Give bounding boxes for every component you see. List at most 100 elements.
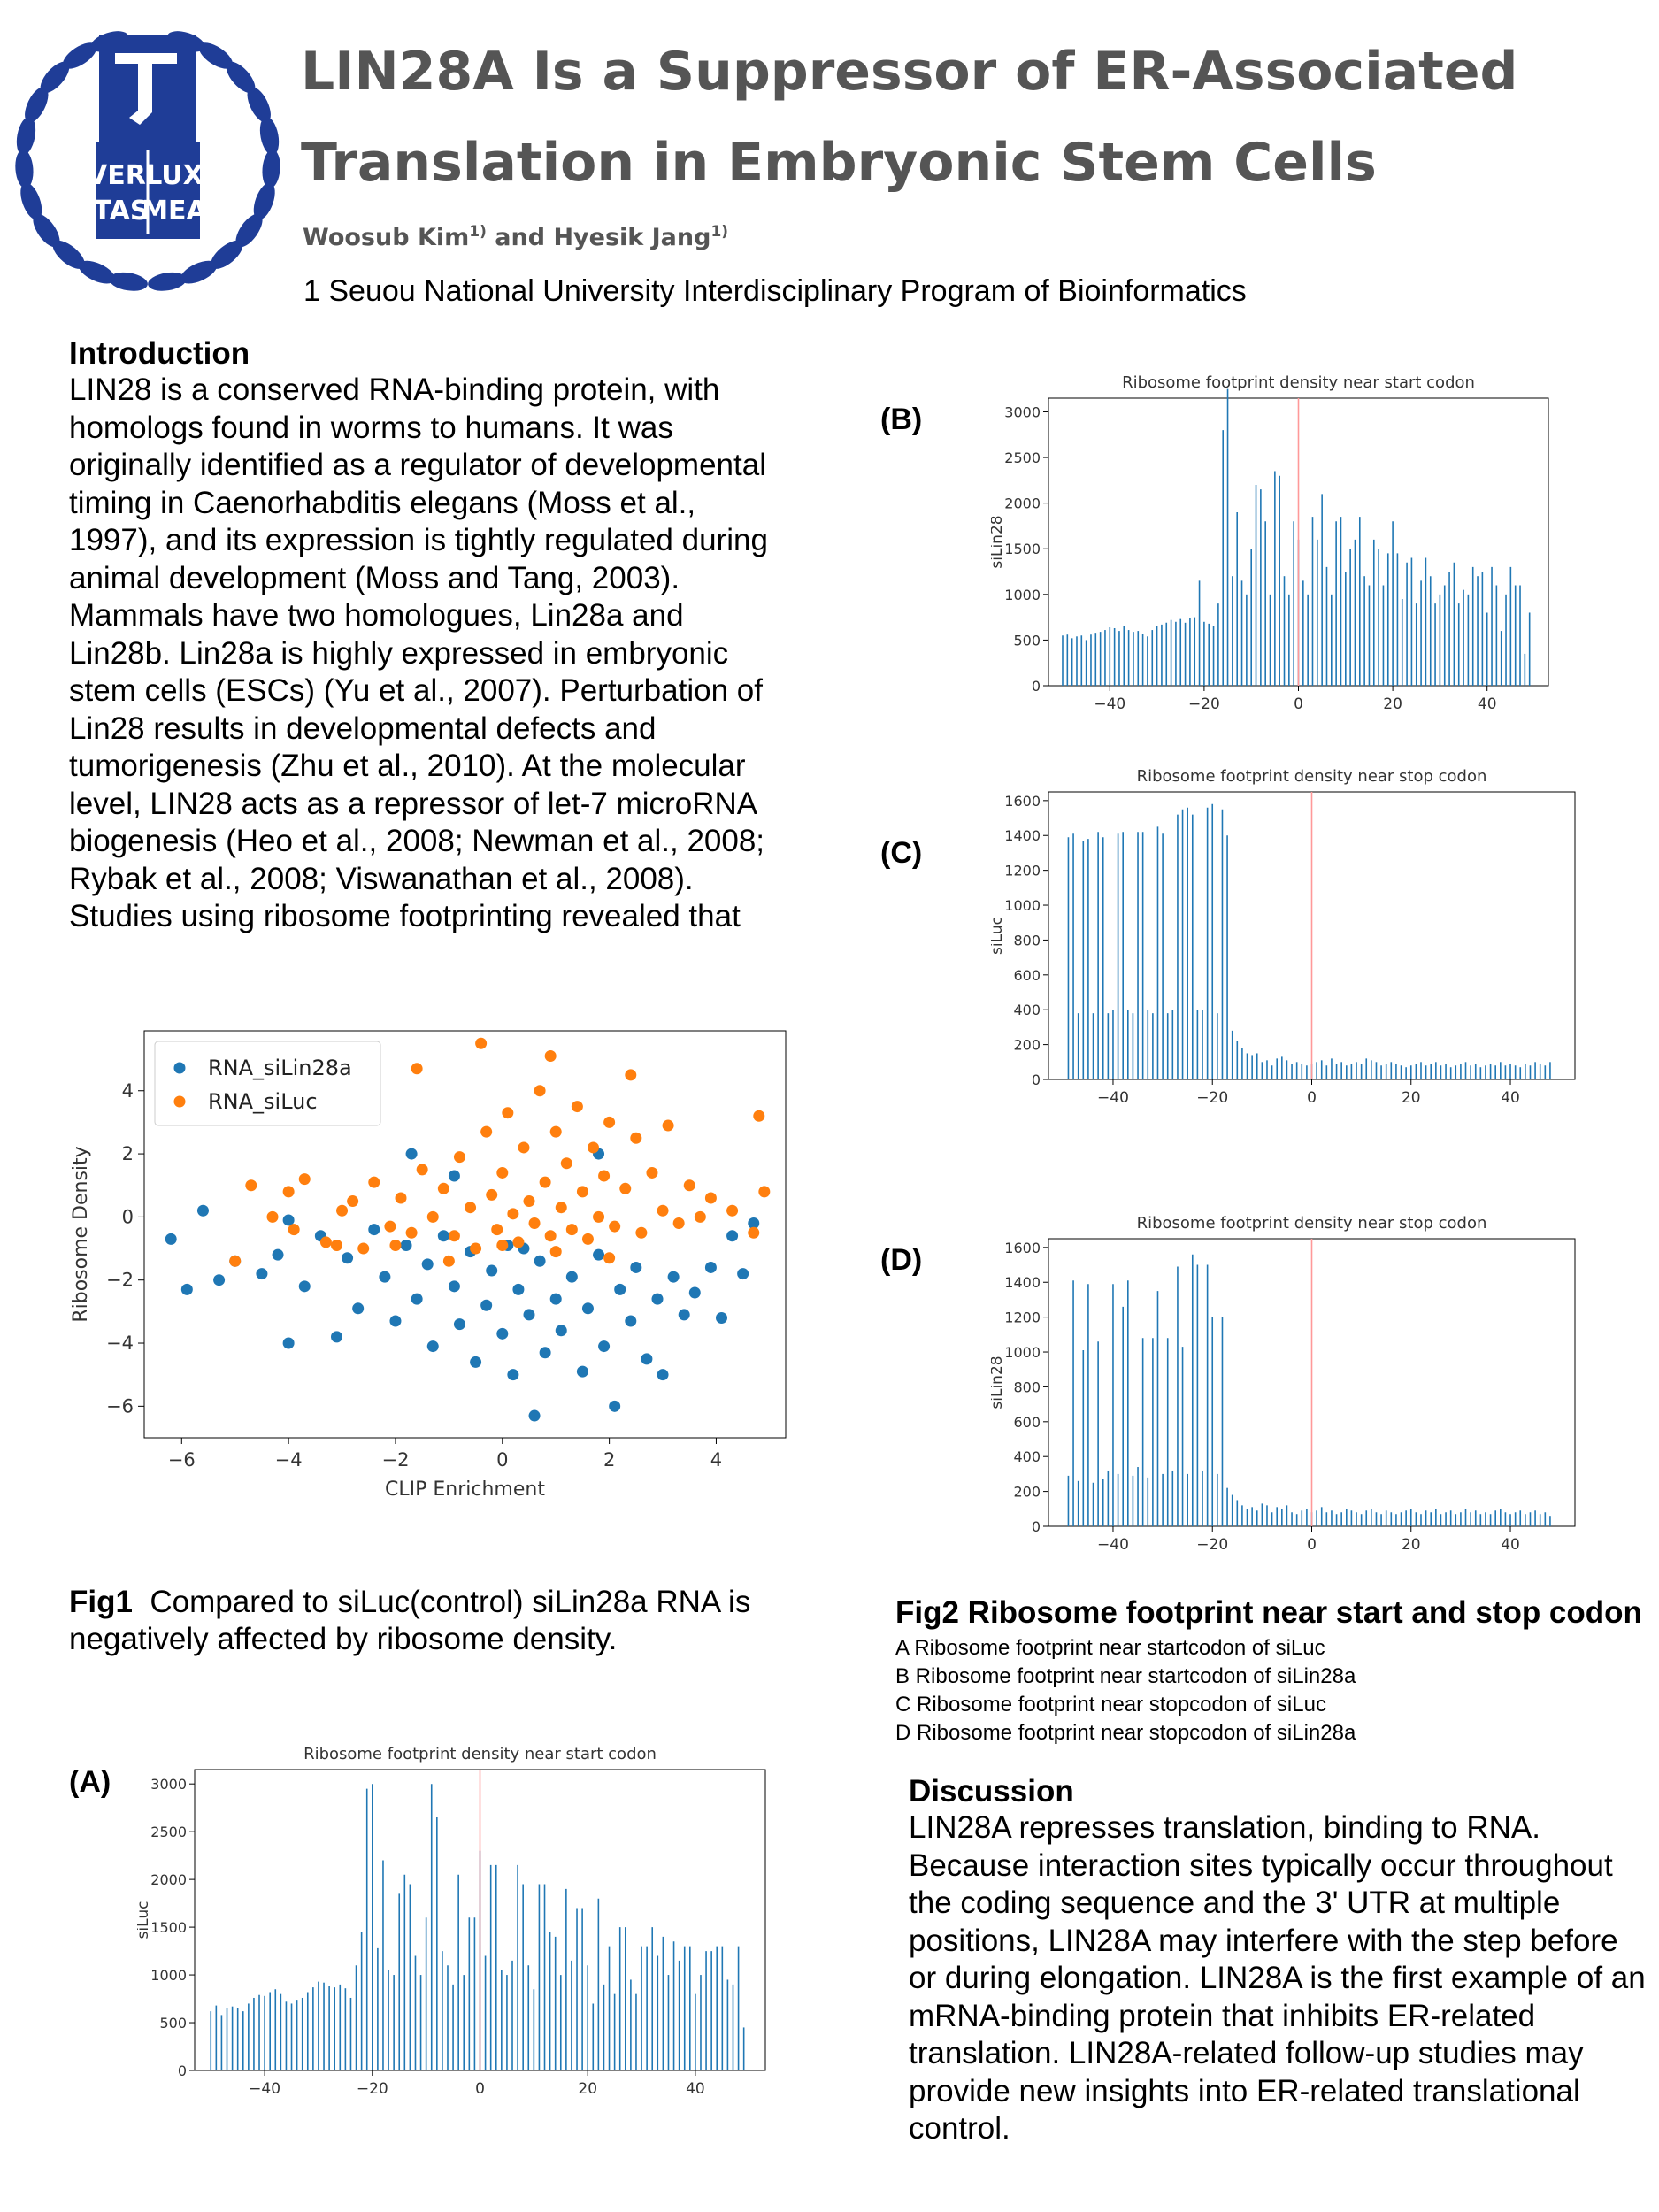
y-tick-label: 1200 [1004, 863, 1041, 879]
scatter-point-siluc [288, 1224, 300, 1236]
fig1-scatter-chart: −6 −4 −2 0 2 4 −6 −4 −2 0 2 4 CLIP Enrichment Ribosom… [69, 1026, 795, 1557]
scatter-point-silin28a [405, 1148, 418, 1160]
scatter-point-silin28a [426, 1340, 439, 1353]
x-tick-label: 40 [1501, 1089, 1520, 1107]
author-name: Hyesik Jang [553, 224, 711, 251]
introduction-line: biogenesis (Heo et al., 2008; Newman et … [69, 824, 765, 858]
y-tick-label: 1600 [1004, 1240, 1041, 1256]
discussion-line: or during elongation. LIN28A is the firs… [909, 1961, 1646, 1995]
legend-marker [173, 1062, 186, 1074]
laurel-leaf [62, 42, 97, 69]
scatter-point-siluc [635, 1226, 648, 1239]
scatter-point-siluc [657, 1204, 669, 1217]
scatter-point-silin28a [470, 1356, 482, 1368]
laurel-leaf [33, 213, 60, 248]
scatter-point-silin28a [555, 1325, 567, 1337]
scatter-point-siluc [448, 1230, 460, 1242]
introduction-line: originally identified as a regulator of … [69, 448, 766, 482]
scatter-point-siluc [753, 1110, 765, 1122]
y-tick-label: 2 [122, 1143, 134, 1164]
histogram-b: Ribosome footprint density near start co… [988, 363, 1557, 726]
discussion-line: LIN28A represses translation, binding to… [909, 1810, 1540, 1845]
laurel-leaf [52, 240, 85, 269]
scatter-point-silin28a [625, 1315, 637, 1327]
x-tick-label: −4 [275, 1449, 303, 1471]
scatter-point-siluc [426, 1210, 439, 1223]
introduction-line: Rybak et al., 2008; Viswanathan et al., … [69, 861, 694, 896]
panel-label-d: (D) [880, 1243, 923, 1277]
scatter-point-siluc [544, 1230, 557, 1242]
x-tick-label: 0 [475, 2080, 485, 2098]
scatter-point-siluc [672, 1217, 685, 1230]
discussion-line: the coding sequence and the 3' UTR at mu… [909, 1886, 1561, 1920]
scatter-point-siluc [480, 1125, 493, 1138]
x-tick-label: −40 [1097, 1089, 1129, 1107]
logo-text-tas: TAS [94, 196, 150, 227]
laurel-leaf [259, 117, 280, 156]
y-tick-label: 1200 [1004, 1310, 1041, 1326]
y-tick-label: 2000 [150, 1871, 187, 1888]
laurel-leaf [20, 182, 42, 220]
laurel-leaf [78, 260, 115, 284]
scatter-point-siluc [245, 1179, 257, 1192]
x-tick-label: −20 [1188, 695, 1220, 713]
y-tick-label: 0 [122, 1206, 134, 1227]
scatter-point-siluc [502, 1107, 514, 1119]
scatter-point-silin28a [331, 1331, 342, 1343]
y-tick-label: 400 [1013, 1448, 1041, 1465]
scatter-point-siluc [726, 1204, 739, 1217]
introduction-line: animal development (Moss and Tang, 2003)… [69, 560, 680, 595]
scatter-point-silin28a [368, 1224, 380, 1236]
scatter-point-silin28a [411, 1293, 423, 1305]
scatter-point-siluc [496, 1239, 509, 1251]
introduction-line: Lin28 results in developmental defects a… [69, 710, 657, 746]
y-tick-label: 3000 [1004, 403, 1041, 420]
scatter-point-silin28a [726, 1230, 739, 1242]
scatter-point-siluc [331, 1239, 342, 1251]
histogram-a: Ribosome footprint density near start co… [134, 1734, 774, 2110]
y-tick-label: 500 [159, 2015, 187, 2032]
x-tick-label: 40 [686, 2080, 705, 2098]
title-line-1: LIN28A Is a Suppressor of ER-Associated [301, 41, 1518, 103]
introduction-heading: Introduction [69, 336, 250, 371]
laurel-leaf [15, 150, 34, 188]
scatter-point-silin28a [614, 1283, 626, 1295]
y-axis-label: siLin28 [991, 1356, 1006, 1409]
panel-label-b: (B) [880, 403, 923, 436]
y-tick-label: −6 [106, 1395, 134, 1417]
discussion-line: Because interaction sites typically occu… [909, 1847, 1613, 1883]
x-tick-label: 20 [1383, 695, 1402, 713]
legend-label: RNA_siLuc [208, 1089, 318, 1114]
x-tick-label: −6 [168, 1449, 196, 1471]
y-axis-label: Ribosome Density [70, 1146, 92, 1322]
author-joiner: and [486, 224, 554, 251]
scatter-point-silin28a [737, 1268, 749, 1280]
scatter-point-siluc [437, 1182, 449, 1194]
scatter-point-siluc [603, 1252, 616, 1264]
scatter-point-silin28a [282, 1214, 295, 1226]
scatter-point-silin28a [667, 1271, 680, 1283]
y-tick-label: 2000 [1004, 495, 1041, 512]
scatter-point-siluc [619, 1182, 632, 1194]
affiliation: 1 Seuou National University Interdiscipl… [303, 274, 1247, 308]
histogram-d: Ribosome footprint density near stop cod… [988, 1203, 1584, 1566]
scatter-point-silin28a [716, 1311, 727, 1324]
discussion-line: control. [909, 2111, 1010, 2146]
fig1-caption-label: Fig1 [69, 1585, 133, 1619]
scatter-point-siluc [625, 1069, 637, 1081]
y-tick-label: 0 [1032, 1518, 1041, 1535]
scatter-point-silin28a [593, 1248, 605, 1261]
scatter-point-siluc [518, 1141, 530, 1154]
introduction-body: LIN28 is a conserved RNA-binding protein… [69, 372, 821, 936]
scatter-point-siluc [395, 1192, 407, 1204]
scatter-point-silin28a [512, 1283, 525, 1295]
scatter-point-silin28a [389, 1315, 402, 1327]
fig2-caption-item: A Ribosome footprint near startcodon of … [895, 1636, 1325, 1660]
x-tick-label: −40 [1094, 695, 1125, 713]
scatter-point-siluc [646, 1166, 658, 1179]
scatter-point-siluc [539, 1176, 551, 1188]
introduction-line: Lin28b. Lin28a is highly expressed in em… [69, 635, 729, 671]
x-tick-label: −2 [381, 1449, 409, 1471]
torch-key-icon [115, 53, 177, 125]
scatter-point-siluc [411, 1063, 423, 1075]
